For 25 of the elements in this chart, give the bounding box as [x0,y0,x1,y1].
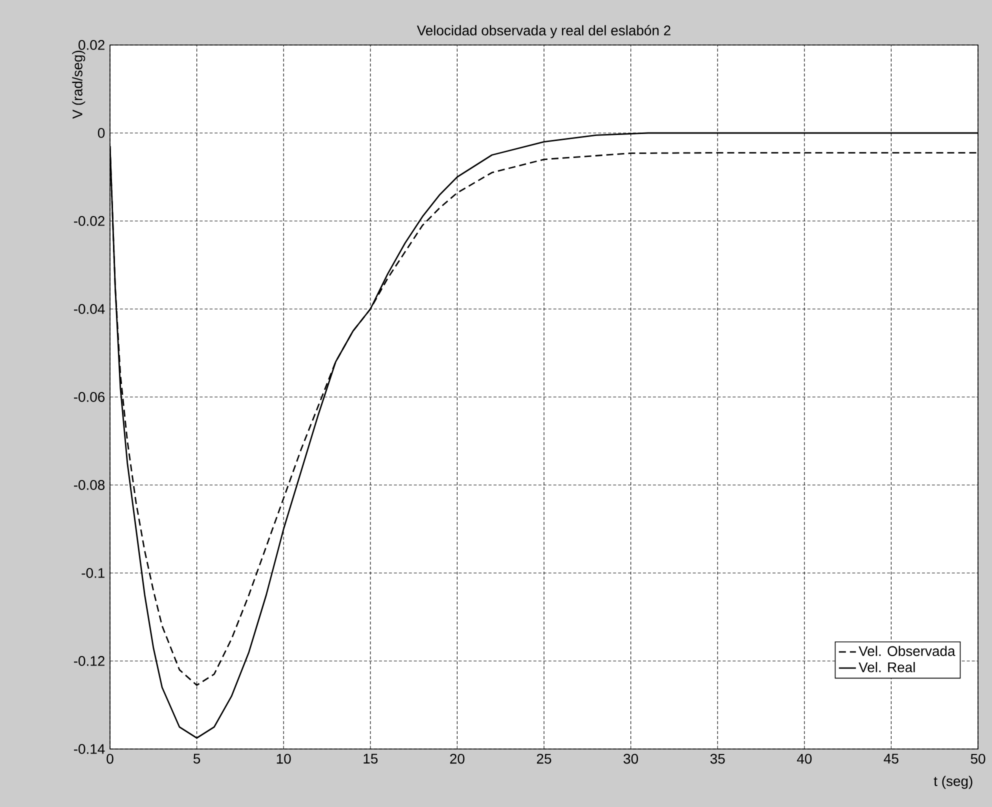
x-tick-label: 5 [193,754,200,764]
y-tick-label: -0.02 [74,216,104,226]
x-tick-label: 25 [536,754,552,764]
x-tick-label: 15 [364,754,378,764]
x-tick-label: 0 [106,754,114,764]
y-axis-title: V (rad/seg) [72,50,86,119]
y-tick-label: -0.12 [74,656,104,666]
y-tick-label: -0.1 [82,568,104,578]
y-tick-label: -0.14 [74,744,105,754]
x-tick-label: 30 [624,754,638,764]
x-tick-label: 35 [710,754,725,764]
y-tick-label: -0.04 [74,304,105,314]
legend-label: Vel. Real [858,662,915,672]
x-tick-label: 50 [970,754,986,764]
y-tick-label: 0.02 [78,40,104,50]
x-tick-label: 10 [276,754,291,764]
legend-label: Vel. Observada [858,646,956,656]
y-tick-label: 0 [98,128,105,138]
x-tick-label: 20 [450,754,464,764]
chart-title: Velocidad observada y real del eslabón 2 [416,24,670,38]
x-axis-title: t (seg) [934,776,972,789]
y-tick-label: -0.08 [74,480,105,490]
x-tick-label: 45 [884,754,898,764]
y-tick-label: -0.06 [74,392,105,402]
x-tick-label: 40 [796,754,812,764]
